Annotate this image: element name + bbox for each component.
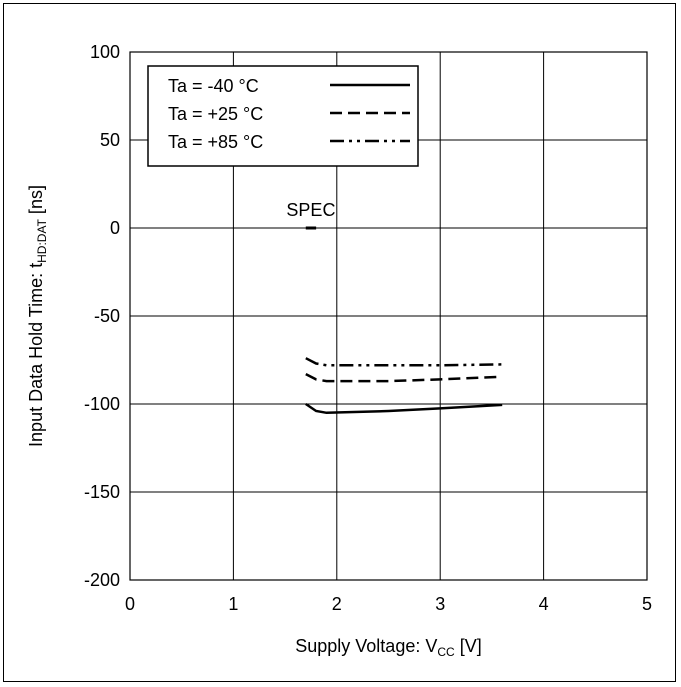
legend-label-3: Ta = +85 °C: [168, 132, 263, 152]
x-axis-label-main: Supply Voltage: V: [295, 636, 437, 656]
x-axis-label: Supply Voltage: VCC [V]: [295, 636, 481, 659]
series-line-1: [305, 402, 503, 415]
y-tick-label: -100: [84, 394, 120, 414]
x-tick-label: 5: [642, 594, 652, 614]
y-axis-label-sub: HD:DAT: [35, 218, 49, 262]
y-tick-label: 50: [100, 130, 120, 150]
annotation-layer: SPEC: [286, 200, 335, 230]
series-line-2: [305, 372, 503, 383]
x-axis-label-unit-text: [V]: [460, 636, 482, 656]
y-tick-label: 100: [90, 42, 120, 62]
x-tick-label: 2: [332, 594, 342, 614]
y-tick-label: -50: [94, 306, 120, 326]
x-tick-label: 3: [435, 594, 445, 614]
legend-label-1: Ta = -40 °C: [168, 76, 259, 96]
spec-label: SPEC: [286, 200, 335, 220]
x-tick-label: 0: [125, 594, 135, 614]
y-tick-label: -200: [84, 570, 120, 590]
legend-items: Ta = -40 °C Ta = +25 °C Ta = +85 °C: [168, 76, 410, 152]
y-axis-label-unit: [ns]: [26, 185, 46, 214]
y-axis-label: Input Data Hold Time: tHD:DAT [ns]: [26, 185, 49, 447]
series-line-3: [305, 357, 503, 367]
tick-label-layer: 0 1 2 3 4 5 100 50 0 -50 -100 -150 -200: [84, 42, 652, 614]
y-tick-label: -150: [84, 482, 120, 502]
legend-box: [147, 65, 419, 167]
legend-label-2: Ta = +25 °C: [168, 104, 263, 124]
x-axis-label-sub: CC: [437, 645, 455, 659]
y-tick-label: 0: [110, 218, 120, 238]
y-axis-label-main: Input Data Hold Time: t: [26, 263, 46, 447]
legend: Ta = -40 °C Ta = +25 °C Ta = +85 °C: [147, 65, 419, 167]
plot-area-border: [129, 51, 648, 581]
x-tick-label: 4: [539, 594, 549, 614]
series-layer: [305, 357, 503, 415]
x-tick-label: 1: [228, 594, 238, 614]
